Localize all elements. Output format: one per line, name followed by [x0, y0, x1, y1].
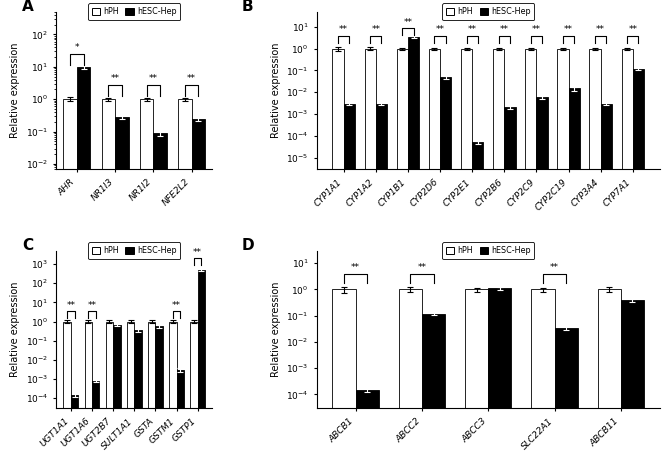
Text: **: **	[564, 25, 573, 34]
Bar	[127, 322, 135, 469]
Text: **: **	[418, 263, 426, 272]
Bar	[465, 289, 488, 469]
Text: **: **	[88, 301, 97, 310]
Bar	[536, 97, 548, 469]
Bar	[505, 107, 516, 469]
Bar	[105, 322, 113, 469]
Bar	[597, 289, 621, 469]
Text: **: **	[193, 248, 202, 257]
Text: **: **	[436, 25, 445, 34]
Bar	[408, 37, 419, 469]
Y-axis label: Relative expression: Relative expression	[10, 43, 20, 138]
Bar	[622, 49, 633, 469]
Bar	[115, 117, 129, 469]
Text: **: **	[339, 25, 348, 34]
Bar	[155, 326, 163, 469]
Bar	[77, 67, 90, 469]
Bar	[190, 322, 198, 469]
Bar	[589, 49, 601, 469]
Bar	[554, 328, 577, 469]
Bar	[176, 370, 184, 469]
Bar	[621, 301, 644, 469]
Text: **: **	[404, 18, 412, 27]
Legend: hPH, hESC-Hep: hPH, hESC-Hep	[442, 242, 534, 259]
Text: C: C	[22, 238, 33, 253]
Text: **: **	[500, 25, 509, 34]
Legend: hPH, hESC-Hep: hPH, hESC-Hep	[88, 242, 180, 259]
Bar	[64, 322, 71, 469]
Bar	[461, 49, 472, 469]
Bar	[531, 289, 554, 469]
Bar	[422, 314, 445, 469]
Legend: hPH, hESC-Hep: hPH, hESC-Hep	[88, 3, 180, 20]
Bar	[525, 49, 536, 469]
Text: D: D	[241, 238, 254, 253]
Bar	[343, 104, 355, 469]
Bar	[135, 330, 142, 469]
Text: *: *	[74, 43, 79, 52]
Y-axis label: Relative expression: Relative expression	[271, 43, 280, 138]
Text: **: **	[550, 263, 559, 272]
Text: **: **	[351, 263, 360, 272]
Text: **: **	[149, 74, 158, 83]
Bar	[633, 69, 644, 469]
Bar	[101, 99, 115, 469]
Bar	[601, 104, 612, 469]
Text: **: **	[629, 25, 637, 34]
Bar	[178, 99, 192, 469]
Text: **: **	[111, 74, 119, 83]
Bar	[64, 99, 77, 469]
Bar	[355, 390, 379, 469]
Bar	[153, 133, 167, 469]
Bar	[332, 289, 355, 469]
Bar	[140, 99, 153, 469]
Bar	[558, 49, 569, 469]
Y-axis label: Relative expression: Relative expression	[10, 282, 20, 377]
Bar	[113, 325, 121, 469]
Bar	[376, 104, 387, 469]
Legend: hPH, hESC-Hep: hPH, hESC-Hep	[442, 3, 534, 20]
Bar	[92, 381, 99, 469]
Text: **: **	[66, 301, 76, 310]
Text: **: **	[467, 25, 477, 34]
Text: **: **	[532, 25, 541, 34]
Bar	[440, 77, 452, 469]
Bar	[169, 322, 176, 469]
Bar	[488, 288, 511, 469]
Text: **: **	[187, 74, 196, 83]
Bar	[398, 289, 422, 469]
Bar	[472, 143, 483, 469]
Bar	[365, 49, 376, 469]
Bar	[493, 49, 505, 469]
Text: **: **	[371, 25, 381, 34]
Bar	[148, 322, 155, 469]
Bar	[332, 49, 343, 469]
Bar	[396, 49, 408, 469]
Text: **: **	[596, 25, 605, 34]
Bar	[85, 322, 92, 469]
Bar	[429, 49, 440, 469]
Text: A: A	[22, 0, 34, 14]
Bar	[569, 89, 580, 469]
Text: B: B	[241, 0, 253, 14]
Y-axis label: Relative expression: Relative expression	[271, 282, 280, 377]
Bar	[198, 270, 205, 469]
Bar	[192, 119, 205, 469]
Bar	[71, 394, 78, 469]
Text: **: **	[172, 301, 181, 310]
